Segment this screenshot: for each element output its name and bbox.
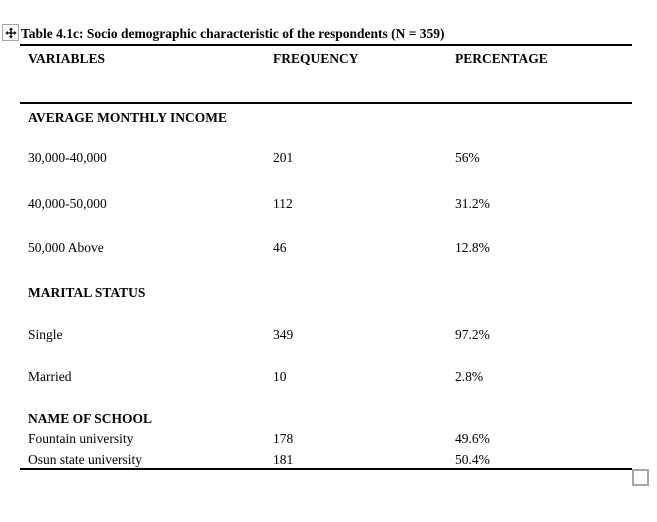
table-top-border (20, 44, 632, 46)
cell-frequency: 181 (273, 452, 294, 467)
column-header-percentage: PERCENTAGE (455, 51, 548, 66)
table-row: 50,000 Above 46 12.8% (0, 240, 657, 256)
cell-frequency: 46 (273, 240, 287, 255)
cell-variable: Osun state university (28, 452, 142, 467)
table-row: Osun state university 181 50.4% (0, 452, 657, 468)
cell-variable: Fountain university (28, 431, 134, 446)
cell-frequency: 178 (273, 431, 294, 446)
table-row: Single 349 97.2% (0, 327, 657, 343)
cell-frequency: 349 (273, 327, 294, 342)
column-header-frequency: FREQUENCY (273, 51, 359, 66)
cell-variable: 30,000-40,000 (28, 150, 107, 165)
section-header-marital-status: MARITAL STATUS (0, 285, 657, 301)
cell-percentage: 97.2% (455, 327, 490, 342)
section-header-income: AVERAGE MONTHLY INCOME (0, 110, 657, 126)
section-header-label: NAME OF SCHOOL (28, 411, 153, 426)
cell-variable: Single (28, 327, 63, 342)
table-bottom-border (20, 468, 632, 470)
cell-percentage: 50.4% (455, 452, 490, 467)
cell-variable: 40,000-50,000 (28, 196, 107, 211)
cell-frequency: 112 (273, 196, 293, 211)
table-move-handle[interactable] (2, 24, 19, 41)
cell-frequency: 10 (273, 369, 287, 384)
cell-percentage: 49.6% (455, 431, 490, 446)
column-header-variables: VARIABLES (28, 51, 106, 66)
section-header-label: AVERAGE MONTHLY INCOME (28, 110, 228, 125)
cell-percentage: 2.8% (455, 369, 484, 384)
cell-percentage: 12.8% (455, 240, 490, 255)
cell-variable: 50,000 Above (28, 240, 104, 255)
section-header-label: MARITAL STATUS (28, 285, 146, 300)
table-resize-handle[interactable] (632, 469, 649, 486)
cell-variable: Married (28, 369, 72, 384)
section-header-school: NAME OF SCHOOL (0, 411, 657, 427)
move-icon (4, 26, 17, 39)
cell-frequency: 201 (273, 150, 294, 165)
table-title: Table 4.1c: Socio demographic characteri… (21, 26, 445, 41)
table-row: Fountain university 178 49.6% (0, 431, 657, 447)
table-row: 40,000-50,000 112 31.2% (0, 196, 657, 212)
table-row: 30,000-40,000 201 56% (0, 150, 657, 166)
table-header-row: VARIABLES FREQUENCY PERCENTAGE (0, 51, 657, 67)
table-row: Married 10 2.8% (0, 369, 657, 385)
cell-percentage: 56% (455, 150, 480, 165)
cell-percentage: 31.2% (455, 196, 490, 211)
header-divider (20, 102, 632, 104)
